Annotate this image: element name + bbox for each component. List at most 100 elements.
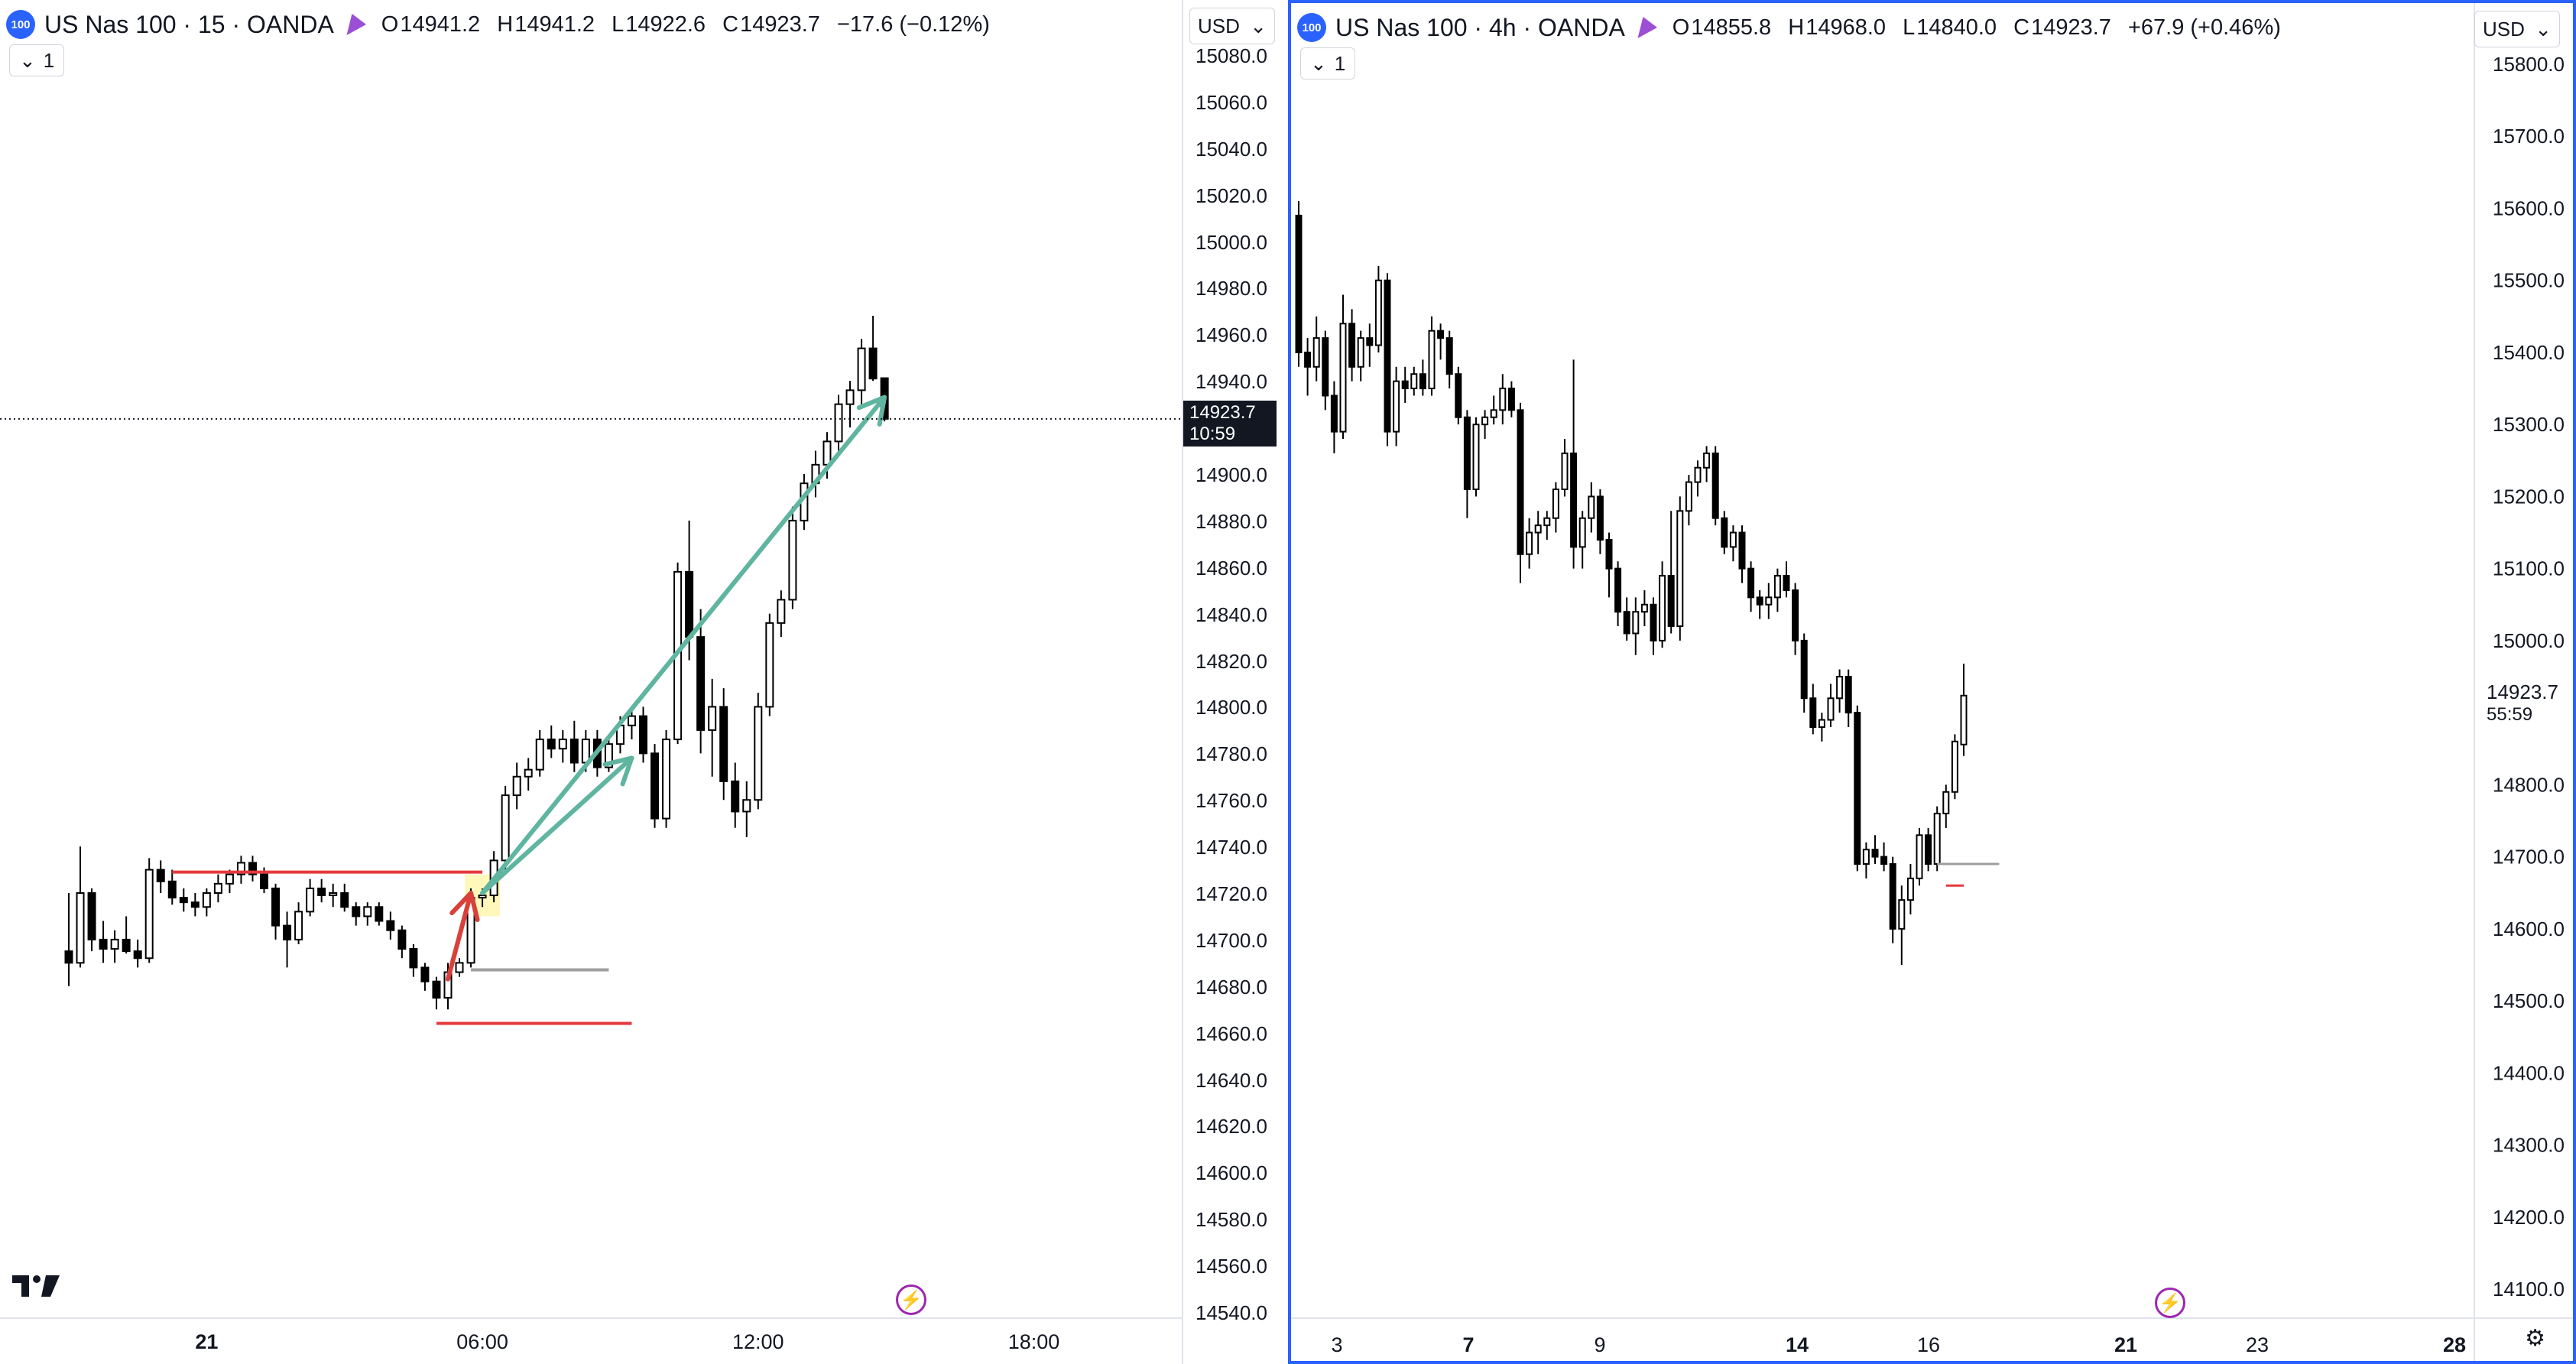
candle-up — [1393, 380, 1400, 433]
right-interval-toggle[interactable]: ⌄ 1 — [1300, 47, 1356, 80]
y-tick-label: 14840.0 — [1196, 602, 1267, 626]
flag-icon[interactable] — [1637, 17, 1660, 38]
candle-down — [1800, 639, 1808, 700]
candle-down — [352, 906, 361, 917]
green-arrowhead — [856, 395, 887, 427]
candle-up — [788, 519, 797, 601]
x-tick-label: 7 — [1462, 1333, 1474, 1356]
candle-down — [650, 752, 660, 820]
candle-up — [777, 599, 786, 624]
y-tick-label: 14720.0 — [1196, 882, 1267, 905]
right-badge-price: 14923.7 — [2487, 680, 2558, 703]
lightning-icon[interactable]: ⚡ — [2155, 1288, 2185, 1318]
candle-up — [144, 869, 154, 960]
candle-up — [1428, 330, 1436, 390]
y-tick-label: 15020.0 — [1196, 183, 1267, 207]
x-tick-label: 3 — [1331, 1333, 1342, 1356]
y-tick-label: 14700.0 — [1196, 928, 1267, 952]
candle-down — [1322, 337, 1329, 397]
candle-up — [822, 440, 832, 466]
candle-up — [627, 715, 636, 726]
candle-down — [547, 739, 556, 750]
candle-down — [1304, 351, 1312, 368]
candle-down — [1384, 279, 1391, 433]
candle-up — [213, 882, 222, 895]
candle-down — [639, 715, 647, 755]
candle-up — [1659, 575, 1666, 641]
lightning-icon[interactable]: ⚡ — [896, 1284, 926, 1315]
candle-up — [1960, 694, 1968, 745]
candle-up — [1374, 279, 1382, 346]
y-tick-label: 14640.0 — [1196, 1068, 1267, 1092]
right-symbol-title[interactable]: US Nas 100 · 4h · OANDA — [1335, 13, 1625, 41]
candle-up — [845, 389, 855, 405]
candle-down — [420, 966, 430, 982]
candle-down — [1507, 388, 1515, 411]
y-tick-label: 14200.0 — [2493, 1206, 2565, 1229]
candle-down — [386, 920, 395, 931]
candle-down — [317, 887, 326, 897]
x-tick-label: 28 — [2443, 1333, 2466, 1356]
candle-down — [283, 924, 292, 940]
gear-icon[interactable]: ⚙ — [2525, 1326, 2545, 1351]
y-tick-label: 15700.0 — [2493, 125, 2565, 148]
flag-icon[interactable] — [346, 14, 369, 35]
chevron-down-icon: ⌄ — [19, 48, 36, 72]
right-change: +67.9 (+0.46%) — [2127, 15, 2281, 40]
pane-divider: USD ⌄ 14923.7 10:59 15080.0 15060.0 15040.0 1… — [1183, 0, 1288, 1364]
candle-up — [501, 794, 510, 862]
y-tick-label: 15200.0 — [2493, 485, 2565, 508]
candle-down — [1623, 611, 1630, 635]
candle-down — [1925, 834, 1932, 865]
candle-up — [110, 938, 119, 950]
left-currency-select[interactable]: USD ⌄ — [1189, 8, 1275, 44]
y-tick-label: 15060.0 — [1196, 90, 1267, 114]
candle-up — [604, 743, 613, 768]
right-low: 14840.0 — [1916, 15, 1997, 40]
left-symbol-title[interactable]: US Nas 100 · 15 · OANDA — [44, 10, 334, 38]
candle-up — [1685, 481, 1692, 512]
candle-up — [1862, 849, 1870, 865]
left-ohlc: O14941.2 H14941.2 L14922.6 C14923.7 −17.… — [381, 11, 990, 37]
candle-down — [167, 880, 177, 899]
candle-down — [156, 869, 165, 882]
candle-down — [1792, 589, 1799, 641]
right-chart-pane[interactable]: 15800.0 15700.0 15600.0 15500.0 15400.0 15300… — [1288, 0, 2576, 1364]
red-arrowhead — [449, 891, 480, 922]
y-tick-label: 14300.0 — [2493, 1134, 2565, 1157]
x-tick-label: 16 — [1917, 1333, 1940, 1356]
y-tick-label: 15400.0 — [2493, 341, 2565, 364]
candle-down — [1854, 712, 1861, 865]
right-legend: 100 US Nas 100 · 4h · OANDA O14855.8 H14… — [1297, 11, 2281, 44]
left-chart-svg[interactable]: 15080.015060.015040.015020.015000.014980… — [0, 0, 1183, 1364]
red-arrow — [445, 891, 474, 982]
left-interval-toggle[interactable]: ⌄ 1 — [9, 44, 65, 76]
x-tick-label: 21 — [2114, 1333, 2137, 1356]
right-currency-select[interactable]: USD ⌄ — [2474, 11, 2560, 47]
candle-up — [1933, 813, 1941, 865]
tv-logo-icon[interactable] — [12, 1274, 61, 1302]
right-chart-svg[interactable]: 15800.0 15700.0 15600.0 15500.0 15400.0 15300… — [1291, 3, 2573, 1361]
candle-down — [1871, 849, 1879, 858]
candle-down — [1366, 337, 1374, 346]
candle-down — [569, 739, 579, 764]
y-tick-label: 14800.0 — [1196, 696, 1267, 719]
left-badge-price: 14923.7 — [1189, 401, 1256, 423]
x-tick-label: 12:00 — [732, 1330, 784, 1353]
left-chart-pane[interactable]: 15080.015060.015040.015020.015000.014980… — [0, 0, 1183, 1364]
candle-up — [1836, 676, 1844, 700]
right-ohlc: O14855.8 H14968.0 L14840.0 C14923.7 +67.… — [1672, 15, 2281, 40]
candle-down — [1650, 603, 1657, 641]
candle-up — [1818, 719, 1825, 728]
right-currency-label: USD — [2483, 17, 2525, 41]
y-tick-label: 14940.0 — [1196, 370, 1267, 394]
candle-up — [512, 775, 521, 797]
candle-down — [1348, 323, 1356, 368]
x-tick-label: 14 — [1786, 1333, 1809, 1356]
y-tick-label: 15300.0 — [2493, 413, 2565, 436]
candle-down — [719, 706, 728, 782]
right-price-badge: 14923.755:59 — [2476, 675, 2571, 725]
candle-down — [248, 862, 257, 875]
y-tick-label: 14960.0 — [1196, 323, 1267, 347]
candle-up — [765, 622, 774, 708]
